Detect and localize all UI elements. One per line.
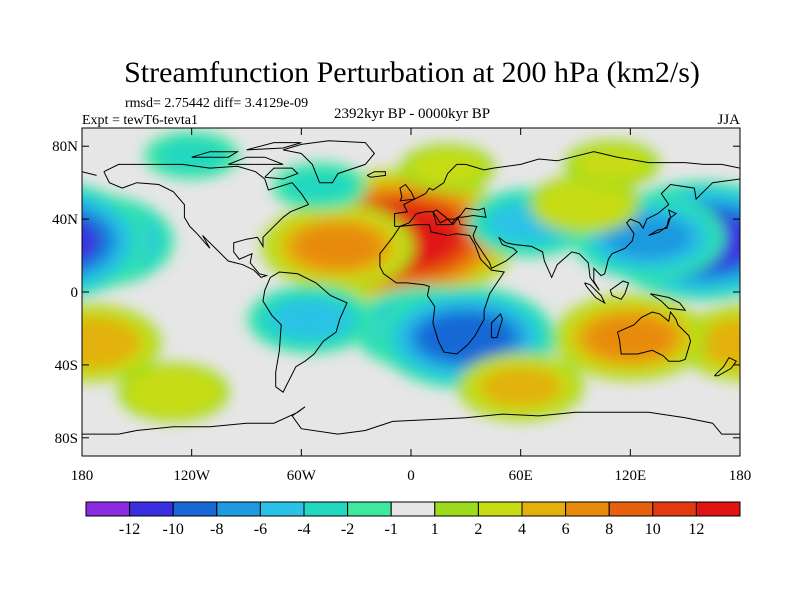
- colorbar-label: -4: [297, 521, 310, 538]
- colorbar-label: 8: [605, 521, 613, 538]
- y-tick-label: 40N: [52, 212, 78, 228]
- experiment-label: Expt = tewT6-tevta1: [82, 113, 198, 128]
- colorbar-box: [477, 501, 523, 517]
- colorbar-box: [565, 501, 610, 517]
- x-tick-label: 60E: [509, 468, 533, 484]
- colorbar-box: [347, 501, 392, 517]
- anomaly-contour: [82, 317, 141, 369]
- anomaly-contour: [537, 180, 632, 229]
- coastline: [490, 312, 503, 339]
- colorbar-label: 6: [562, 521, 570, 538]
- coastline: [282, 140, 376, 184]
- anomaly-contour: [699, 318, 740, 368]
- anomaly-contour: [270, 299, 351, 339]
- colorbar-box: [434, 501, 479, 517]
- anomaly-contour: [575, 147, 649, 182]
- y-tick-label: 0: [71, 285, 79, 301]
- anomaly-contour: [82, 221, 98, 261]
- colorbar-box: [695, 501, 741, 517]
- colorbar-box: [390, 501, 436, 517]
- colorbar-box: [303, 501, 349, 517]
- colorbar-box: [129, 501, 174, 517]
- colorbar-box: [521, 501, 567, 517]
- anomaly-contour: [411, 151, 485, 185]
- colorbar-box: [85, 501, 131, 517]
- coastline: [191, 151, 240, 158]
- x-tick-label: 120E: [614, 468, 646, 484]
- coastline: [617, 310, 692, 362]
- colorbar-label: -2: [341, 521, 354, 538]
- chart-title: Streamfunction Perturbation at 200 hPa (…: [124, 56, 700, 89]
- period-label: 2392kyr BP - 0000kyr BP: [334, 106, 490, 122]
- colorbar-box: [608, 501, 654, 517]
- coastline: [584, 282, 606, 305]
- colorbar-label: 4: [518, 521, 526, 538]
- coastline: [82, 171, 97, 176]
- colorbar-label: -10: [163, 521, 184, 538]
- coastlines: [82, 140, 740, 435]
- y-tick-label: 80N: [52, 139, 78, 155]
- coastline: [82, 406, 740, 435]
- colorbar-label: -1: [385, 521, 398, 538]
- colorbar-label: 12: [688, 521, 704, 538]
- colorbar-box: [172, 501, 218, 517]
- coastline: [246, 142, 302, 151]
- colorbar-label: 10: [645, 521, 661, 538]
- y-tick-label: 80S: [55, 431, 78, 447]
- season-label: JJA: [717, 112, 740, 128]
- coastline: [609, 280, 630, 300]
- coastline: [379, 224, 506, 355]
- coastline: [650, 293, 687, 311]
- map-area: [82, 128, 740, 456]
- colorbar-box: [216, 501, 261, 517]
- x-tick-label: 180: [71, 468, 94, 484]
- colorbar-label: -8: [210, 521, 223, 538]
- colorbar-box: [652, 501, 697, 517]
- coastline: [366, 171, 386, 178]
- x-tick-label: 60W: [287, 468, 317, 484]
- coastline: [394, 151, 740, 227]
- colorbar-box: [259, 501, 305, 517]
- anomaly-contour: [155, 138, 229, 173]
- colorbar-label: -6: [254, 521, 267, 538]
- anomaly-contour: [293, 224, 383, 269]
- y-tick-label: 40S: [55, 358, 78, 374]
- stats-line: rmsd= 2.75442 diff= 3.4129e-09: [125, 96, 308, 111]
- coastline: [103, 163, 310, 278]
- coastline: [394, 178, 740, 291]
- anomaly-contour: [480, 367, 562, 407]
- coastline: [399, 183, 416, 202]
- coastline: [264, 167, 299, 180]
- coastline: [648, 209, 677, 236]
- colorbar-label: 1: [431, 521, 439, 538]
- anomaly-contour: [604, 215, 693, 260]
- colorbar: -12 -10 -8 -6 -4 -2 -1 1 2 4 6 8 10 12: [85, 501, 741, 538]
- coastline: [228, 156, 284, 165]
- x-tick-label: 180: [729, 468, 752, 484]
- colorbar-label: 2: [474, 521, 482, 538]
- coastline: [714, 356, 738, 377]
- map-axes: 180 120W 60W 0 60E 120E 180 80N 40N 0 40S 80S: [52, 128, 751, 484]
- anomaly-contour: [283, 169, 357, 204]
- x-tick-label: 0: [407, 468, 415, 484]
- colorbar-label: -12: [119, 521, 140, 538]
- anomaly-contour: [586, 315, 675, 360]
- anomaly-contour: [417, 313, 515, 363]
- anomaly-field: [82, 131, 740, 422]
- coastline: [262, 271, 348, 393]
- anomaly-contour: [126, 368, 221, 417]
- x-tick-label: 120W: [173, 468, 211, 484]
